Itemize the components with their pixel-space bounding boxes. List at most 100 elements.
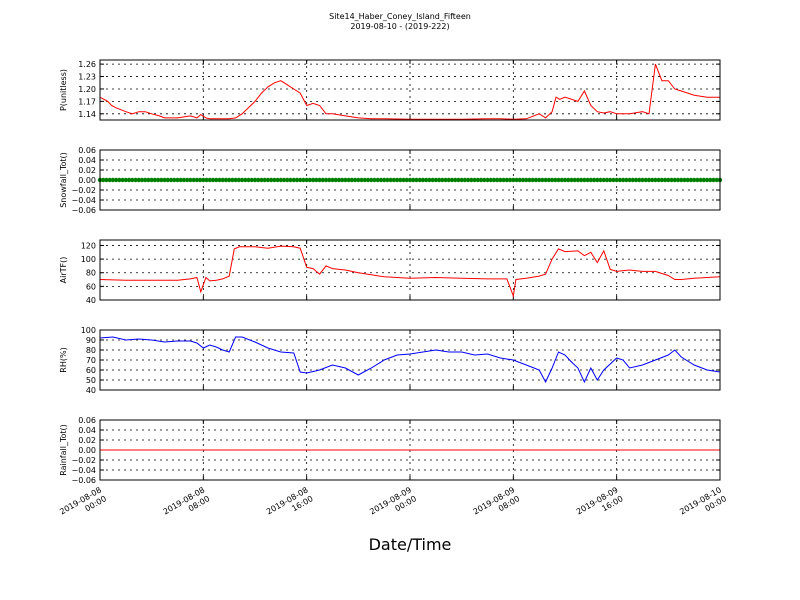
plot-frame [99, 149, 721, 211]
y-tick-label: 40 [86, 386, 96, 395]
data-point [601, 177, 606, 183]
plot-frame [99, 59, 721, 121]
data-point [236, 177, 242, 183]
data-point [459, 177, 464, 183]
y-tick-label: 100 [81, 255, 96, 264]
data-point [553, 177, 558, 183]
data-point [430, 177, 435, 183]
data-point [540, 177, 545, 183]
data-point [456, 177, 461, 183]
data-point [595, 177, 600, 183]
data-point [714, 177, 719, 183]
panel-3: 120 100 80 60 40 AirTF() [59, 239, 721, 305]
data-point [433, 177, 439, 183]
data-point [272, 177, 277, 183]
data-point [249, 177, 254, 183]
y-tick-label: 0.00 [78, 176, 96, 185]
data-point [630, 177, 636, 183]
data-point [543, 177, 548, 183]
data-point [210, 177, 216, 183]
data-point [417, 177, 422, 183]
data-point [175, 177, 180, 183]
data-point [691, 177, 697, 183]
data-point [478, 177, 484, 183]
data-point [359, 177, 364, 183]
data-point [566, 177, 571, 183]
data-point [649, 177, 655, 183]
data-point [191, 177, 196, 183]
data-point [330, 177, 335, 183]
data-point [304, 177, 309, 183]
data-point [656, 177, 661, 183]
data-point [614, 177, 619, 183]
data-point [291, 177, 296, 183]
data-point [669, 177, 674, 183]
data-point [298, 177, 303, 183]
data-point [278, 177, 284, 183]
data-point [695, 177, 700, 183]
data-point [578, 177, 584, 183]
data-point [172, 177, 177, 183]
data-point [120, 177, 125, 183]
data-point [420, 177, 426, 183]
data-point [685, 177, 690, 183]
data-point [388, 177, 393, 183]
data-point [233, 177, 238, 183]
data-point [494, 177, 500, 183]
data-point [385, 177, 390, 183]
data-point [620, 177, 626, 183]
data-point [294, 177, 300, 183]
data-point [281, 177, 287, 183]
data-point [204, 177, 209, 183]
data-point [520, 177, 526, 183]
data-point [320, 177, 326, 183]
y-tick-label: 120 [81, 241, 96, 250]
y-tick-label: −0.02 [71, 186, 96, 195]
data-point [582, 177, 587, 183]
data-point [640, 177, 645, 183]
plot-frame [99, 239, 721, 301]
data-point [598, 177, 603, 183]
data-point [440, 177, 445, 183]
data-point [491, 177, 497, 183]
y-tick-label: −0.04 [71, 466, 96, 475]
data-point [472, 177, 477, 183]
data-point [559, 177, 564, 183]
y-axis-label: RH(%) [59, 347, 68, 372]
data-point [317, 177, 322, 183]
y-axis-label: P(unitless) [59, 69, 68, 111]
data-point [688, 177, 694, 183]
data-point [133, 177, 138, 183]
data-point [637, 177, 642, 183]
data-point [362, 177, 367, 183]
data-point [414, 177, 419, 183]
data-point [265, 177, 271, 183]
data-point [604, 177, 610, 183]
y-tick-label: 0.02 [78, 166, 96, 175]
data-point [443, 177, 448, 183]
data-point [323, 177, 329, 183]
data-point [259, 177, 264, 183]
data-point [214, 177, 219, 183]
y-tick-label: −0.04 [71, 196, 96, 205]
data-point [572, 177, 577, 183]
y-tick-label: 1.26 [78, 60, 96, 69]
data-point [517, 177, 522, 183]
data-point [327, 177, 332, 183]
y-axis-label: Snowfall_Tot() [59, 152, 68, 208]
data-point [201, 177, 206, 183]
y-tick-label: 60 [86, 282, 96, 291]
data-point [155, 177, 161, 183]
y-tick-label: 0.06 [78, 146, 96, 155]
y-tick-label: 1.20 [78, 85, 96, 94]
data-point [475, 177, 481, 183]
data-point [181, 177, 187, 183]
data-point [407, 177, 413, 183]
data-point [226, 177, 232, 183]
data-point [285, 177, 290, 183]
